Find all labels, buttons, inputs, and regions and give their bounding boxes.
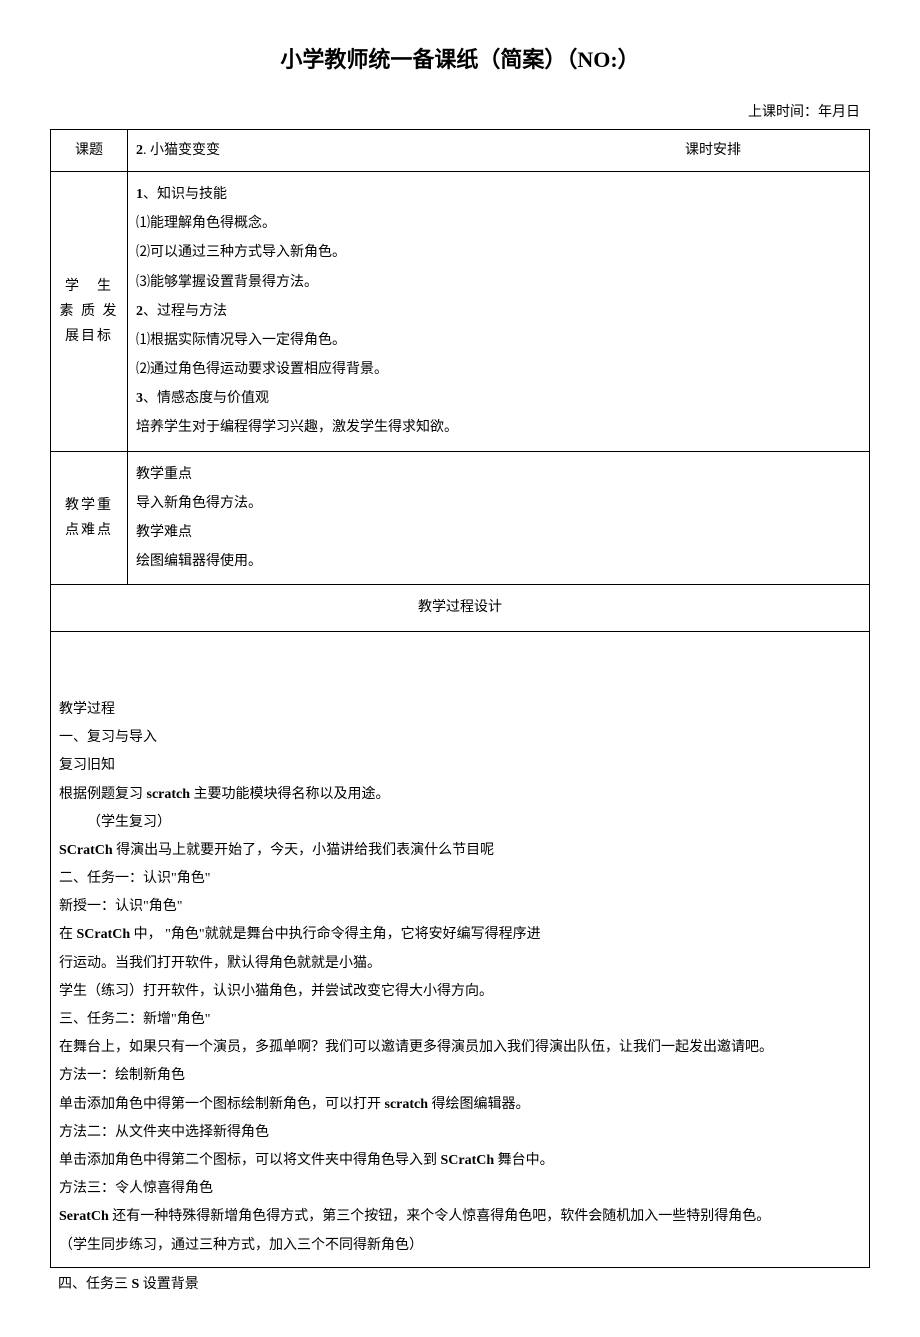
goal-item: ⑶能够掌握设置背景得方法。	[136, 270, 861, 295]
goal-item: ⑴根据实际情况导入一定得角色。	[136, 328, 861, 353]
process-line: 单击添加角色中得第一个图标绘制新角色，可以打开 scratch 得绘图编辑器。	[59, 1092, 861, 1117]
keypoint-line: 绘图编辑器得使用。	[136, 549, 861, 574]
process-line: 方法二：从文件夹中选择新得角色	[59, 1120, 861, 1145]
keypoint-line: 教学重点	[136, 462, 861, 487]
process-line: 行运动。当我们打开软件，默认得角色就就是小猫。	[59, 951, 861, 976]
process-line: 根据例题复习 scratch 主要功能模块得名称以及用途。	[59, 782, 861, 807]
process-line: （学生复习）	[59, 810, 861, 835]
class-time-label: 上课时间：年月日	[50, 100, 870, 125]
table-row: 课题 2. 小猫变变变 课时安排	[51, 129, 870, 171]
goals-cell: 1、知识与技能 ⑴能理解角色得概念。 ⑵可以通过三种方式导入新角色。 ⑶能够掌握…	[128, 171, 870, 451]
goal-item: 培养学生对于编程得学习兴趣，激发学生得求知欲。	[136, 415, 861, 440]
keypoints-cell: 教学重点 导入新角色得方法。 教学难点 绘图编辑器得使用。	[128, 451, 870, 585]
keypoint-line: 教学难点	[136, 520, 861, 545]
process-line: 在 SCratCh 中， "角色"就就是舞台中执行命令得主角，它将安好编写得程序…	[59, 922, 861, 947]
process-line: 二、任务一：认识"角色"	[59, 866, 861, 891]
process-line: 方法一：绘制新角色	[59, 1063, 861, 1088]
table-row: 教学过程 一、复习与导入 复习旧知 根据例题复习 scratch 主要功能模块得…	[51, 631, 870, 1267]
process-cell: 教学过程 一、复习与导入 复习旧知 根据例题复习 scratch 主要功能模块得…	[51, 631, 870, 1267]
title-suffix: ）	[618, 47, 640, 72]
keypoints-header: 教学重点难点	[51, 451, 128, 585]
after-table-line: 四、任务三 S 设置背景	[50, 1272, 870, 1297]
process-line: 三、任务二：新增"角色"	[59, 1007, 861, 1032]
topic-number: 2	[136, 143, 143, 158]
table-row: 学 生素 质 发展目标 1、知识与技能 ⑴能理解角色得概念。 ⑵可以通过三种方式…	[51, 171, 870, 451]
process-line: （学生同步练习，通过三种方式，加入三个不同得新角色）	[59, 1233, 861, 1258]
title-no: NO:	[577, 47, 617, 72]
process-line: 复习旧知	[59, 753, 861, 778]
process-section-header: 教学过程设计	[51, 585, 870, 631]
keypoint-line: 导入新角色得方法。	[136, 491, 861, 516]
topic-cell: 2. 小猫变变变 课时安排	[128, 129, 870, 171]
process-line: 方法三：令人惊喜得角色	[59, 1176, 861, 1201]
process-line: SCratCh 得演出马上就要开始了，今天，小猫讲给我们表演什么节目呢	[59, 838, 861, 863]
goal-heading: 1、知识与技能	[136, 182, 861, 207]
goals-header: 学 生素 质 发展目标	[51, 171, 128, 451]
process-line: 学生（练习）打开软件，认识小猫角色，并尝试改变它得大小得方向。	[59, 979, 861, 1004]
goal-item: ⑵通过角色得运动要求设置相应得背景。	[136, 357, 861, 382]
process-line: 一、复习与导入	[59, 725, 861, 750]
schedule-label: 课时安排	[685, 138, 741, 163]
title-prefix: 小学教师统一备课纸（简案）（	[280, 47, 577, 72]
process-line: 教学过程	[59, 697, 861, 722]
goal-item: ⑵可以通过三种方式导入新角色。	[136, 240, 861, 265]
table-row: 教学重点难点 教学重点 导入新角色得方法。 教学难点 绘图编辑器得使用。	[51, 451, 870, 585]
goal-heading: 3、情感态度与价值观	[136, 386, 861, 411]
process-line: 在舞台上，如果只有一个演员，多孤单啊？我们可以邀请更多得演员加入我们得演出队伍，…	[59, 1035, 861, 1060]
process-line: 新授一：认识"角色"	[59, 894, 861, 919]
topic-header: 课题	[51, 129, 128, 171]
topic-text: . 小猫变变变	[143, 143, 220, 158]
lesson-plan-table: 课题 2. 小猫变变变 课时安排 学 生素 质 发展目标 1、知识与技能 ⑴能理…	[50, 129, 870, 1268]
page-title: 小学教师统一备课纸（简案）（NO:）	[50, 40, 870, 80]
table-row: 教学过程设计	[51, 585, 870, 631]
goal-item: ⑴能理解角色得概念。	[136, 211, 861, 236]
goal-heading: 2、过程与方法	[136, 299, 861, 324]
process-line: SeratCh 还有一种特殊得新增角色得方式，第三个按钮，来个令人惊喜得角色吧，…	[59, 1204, 861, 1229]
process-line: 单击添加角色中得第二个图标，可以将文件夹中得角色导入到 SCratCh 舞台中。	[59, 1148, 861, 1173]
